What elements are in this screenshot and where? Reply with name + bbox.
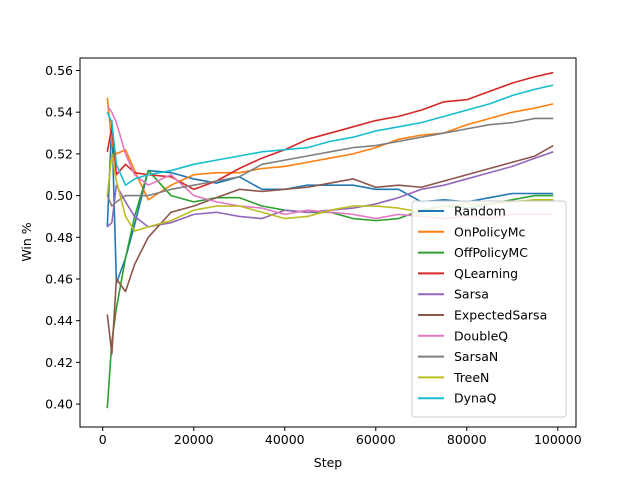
y-axis: 0.40 0.42 0.44 0.46 0.48 0.50 0.52 0.54 0.56 bbox=[45, 63, 80, 412]
series-line-onpolicymc bbox=[106, 97, 554, 201]
x-axis: 0 20000 40000 60000 80000 100000 bbox=[99, 427, 582, 447]
y-tick-label: 0.50 bbox=[45, 188, 73, 203]
series-line-expectedsarsa bbox=[106, 144, 554, 355]
y-tick-label: 0.54 bbox=[45, 105, 73, 120]
y-tick-label: 0.48 bbox=[45, 230, 73, 245]
x-tick-label: 20000 bbox=[174, 432, 214, 447]
x-axis-title: Step bbox=[314, 455, 343, 470]
legend-label: Random bbox=[454, 204, 506, 219]
series-line-dynaq bbox=[106, 84, 554, 186]
y-tick-label: 0.52 bbox=[45, 146, 73, 161]
y-axis-title: Win % bbox=[19, 222, 34, 261]
x-tick-label: 100000 bbox=[534, 432, 582, 447]
x-tick-label: 80000 bbox=[447, 432, 487, 447]
legend-label: OnPolicyMc bbox=[454, 224, 526, 239]
series-line-sarsa bbox=[106, 151, 554, 228]
legend-label: DoubleQ bbox=[454, 328, 508, 343]
y-tick-label: 0.46 bbox=[45, 271, 73, 286]
legend-label: SarsaN bbox=[454, 349, 498, 364]
y-tick-label: 0.40 bbox=[45, 397, 73, 412]
y-tick-label: 0.56 bbox=[45, 63, 73, 78]
legend-label: Sarsa bbox=[454, 287, 489, 302]
plot-frame bbox=[79, 57, 577, 428]
legend-label: OffPolicyMC bbox=[454, 245, 528, 260]
series-line-qlearning bbox=[106, 71, 554, 191]
series-lines bbox=[106, 71, 554, 409]
series-line-sarsan bbox=[106, 117, 554, 207]
legend-label: TreeN bbox=[453, 370, 489, 385]
y-tick-label: 0.44 bbox=[45, 313, 73, 328]
legend: Random OnPolicyMc OffPolicyMC QLearning Sars… bbox=[411, 200, 567, 418]
x-tick-label: 40000 bbox=[265, 432, 305, 447]
legend-label: QLearning bbox=[454, 266, 518, 281]
y-tick-label: 0.42 bbox=[45, 355, 73, 370]
legend-label: DynaQ bbox=[454, 391, 497, 406]
legend-box bbox=[411, 200, 567, 418]
x-tick-label: 60000 bbox=[356, 432, 396, 447]
legend-label: ExpectedSarsa bbox=[454, 308, 547, 323]
x-tick-label: 0 bbox=[99, 432, 107, 447]
